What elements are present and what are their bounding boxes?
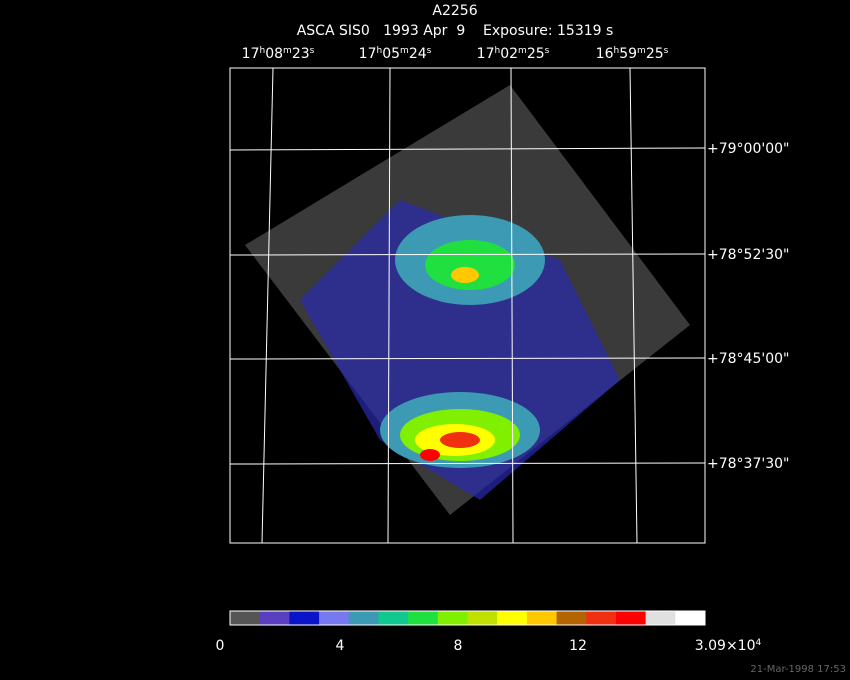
label-part: 59 (619, 46, 637, 62)
ra-label: 16h59m25s (596, 46, 669, 62)
superscript: m (400, 46, 409, 56)
colorbar-swatch (615, 611, 647, 625)
colorbar-label: 12 (569, 638, 587, 654)
colorbar-swatch (230, 611, 261, 625)
grid (229, 67, 706, 544)
colorbar-swatch (319, 611, 350, 625)
label-part: 08 (265, 46, 283, 62)
grid-line (229, 147, 706, 151)
superscript: h (613, 46, 619, 56)
blob (425, 240, 515, 290)
superscript: s (310, 46, 315, 56)
colorbar-swatch (348, 611, 379, 625)
frame (229, 67, 706, 544)
label-part: 23 (292, 46, 310, 62)
colorbar-swatch (259, 611, 290, 625)
superscript: h (494, 46, 500, 56)
label-part: 17 (359, 46, 377, 62)
colorbar-max-label: 3.09×104 (695, 638, 762, 654)
colorbar (229, 610, 706, 626)
label-part: 02 (500, 46, 518, 62)
dec-label: +78°45'00" (707, 351, 789, 367)
dec-label: +79°00'00" (707, 141, 789, 157)
label-part: 17 (477, 46, 495, 62)
colorbar-swatch (378, 611, 409, 625)
superscript: m (637, 46, 646, 56)
colorbar-swatch (526, 611, 558, 625)
colorbar-swatch (497, 611, 528, 625)
grid-line (229, 357, 706, 360)
colorbar-swatch (675, 611, 706, 625)
title: A2256 (432, 3, 477, 19)
dec-label: +78°37'30" (707, 456, 789, 472)
superscript: h (376, 46, 382, 56)
colorbar-swatch (289, 611, 320, 625)
label-part: 16 (596, 46, 614, 62)
colorbar-frame (229, 610, 706, 626)
colorbar-swatch (437, 611, 468, 625)
colorbar-swatch (556, 611, 587, 625)
superscript: h (259, 46, 265, 56)
superscript: s (664, 46, 669, 56)
grid-line (229, 462, 706, 465)
colorbar-swatch (645, 611, 676, 625)
label-part: 17 (242, 46, 260, 62)
colorbar-label: 8 (454, 638, 463, 654)
colorbar-swatch (586, 611, 617, 625)
label-part: 25 (527, 46, 545, 62)
superscript: m (283, 46, 292, 56)
colorbar-swatch (467, 611, 498, 625)
colorbar-label: 4 (336, 638, 345, 654)
superscript: 4 (755, 638, 761, 648)
label-part: 05 (382, 46, 400, 62)
label-part: 3.09×10 (695, 638, 756, 654)
ra-label: 17h08m23s (242, 46, 315, 62)
label-part: 25 (646, 46, 664, 62)
dec-label: +78°52'30" (707, 247, 789, 263)
label-part: 24 (409, 46, 427, 62)
colorbar-label: 0 (216, 638, 225, 654)
grid-line (629, 67, 638, 544)
superscript: s (545, 46, 550, 56)
image (245, 85, 690, 515)
blob (451, 267, 479, 283)
ra-label: 17h02m25s (477, 46, 550, 62)
blob (440, 432, 480, 448)
subtitle: ASCA SIS0 1993 Apr 9 Exposure: 15319 s (297, 23, 614, 39)
blob (420, 449, 440, 461)
grid-line (229, 253, 706, 256)
timestamp: 21-Mar-1998 17:53 (750, 664, 846, 675)
ra-label: 17h05m24s (359, 46, 432, 62)
colorbar-swatch (408, 611, 439, 625)
superscript: s (427, 46, 432, 56)
superscript: m (518, 46, 527, 56)
